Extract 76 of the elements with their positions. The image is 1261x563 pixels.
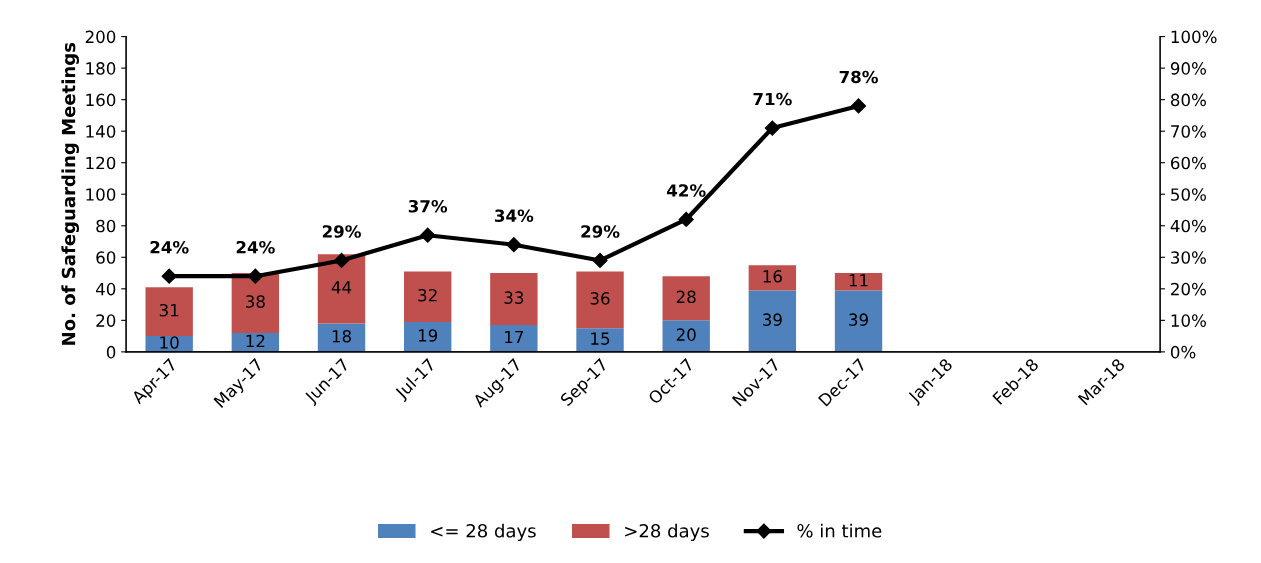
y2-tick-label: 60% <box>1171 156 1206 170</box>
bar <box>834 290 883 352</box>
bar <box>490 273 538 326</box>
data-label: 28 <box>676 290 696 304</box>
legend-label: >28 days <box>625 523 709 542</box>
data-label: 42% <box>667 184 706 197</box>
y2-tick-label: 30% <box>1171 251 1206 264</box>
data-label: 38 <box>246 295 265 308</box>
data-label: 19 <box>418 329 438 342</box>
bar <box>317 323 366 352</box>
y-tick-label: 80 <box>96 219 116 233</box>
data-label: 31 <box>159 303 179 317</box>
y2-tick-label: 100% <box>1171 30 1217 44</box>
bar <box>490 325 538 352</box>
y-axis-title: No. of Safeguarding Meetings <box>61 42 80 345</box>
bar <box>403 271 452 322</box>
data-label: 34% <box>495 209 534 223</box>
point <box>247 268 263 284</box>
point <box>333 252 350 269</box>
data-label: 44 <box>331 281 352 294</box>
y2-tick-label: 10% <box>1171 314 1206 327</box>
bar <box>662 276 710 321</box>
point <box>850 98 867 114</box>
bar <box>834 273 883 291</box>
y-tick-label: 100 <box>86 188 116 201</box>
y2-tick-label: 20% <box>1171 282 1206 296</box>
y2-tick-label: 50% <box>1171 188 1206 201</box>
data-label: 37% <box>408 199 448 213</box>
bar <box>145 287 193 337</box>
bar <box>748 290 797 352</box>
data-label: 24% <box>150 240 189 254</box>
data-label: 32 <box>418 288 437 302</box>
data-label: 10 <box>160 336 179 349</box>
y-tick-label: 200 <box>85 30 116 44</box>
bar <box>403 321 452 352</box>
bar <box>748 265 797 291</box>
data-label: 71% <box>753 92 792 106</box>
y-tick-label: 0 <box>106 345 116 359</box>
y2-tick-label: 70% <box>1171 125 1206 138</box>
bar <box>662 320 710 352</box>
legend-label: <= 28 days <box>431 523 536 542</box>
data-label: 39 <box>763 313 782 326</box>
y2-tick-label: 40% <box>1170 219 1206 233</box>
point <box>506 237 522 253</box>
data-label: 39 <box>849 313 868 326</box>
data-label: 24% <box>236 240 275 254</box>
y-tick-label: 140 <box>86 125 116 138</box>
data-label: 33 <box>504 291 524 304</box>
point <box>592 252 608 269</box>
data-label: 78% <box>839 70 878 84</box>
y-tick-label: 20 <box>96 314 116 327</box>
y-tick-label: 180 <box>86 62 116 75</box>
bar <box>576 271 624 329</box>
point <box>764 120 780 136</box>
data-label: 17 <box>505 330 524 344</box>
y2-tick-label: 90% <box>1170 62 1206 75</box>
y-tick-label: 60 <box>96 251 116 264</box>
data-label: 18 <box>332 329 351 343</box>
y2-tick-label: 80% <box>1170 93 1206 107</box>
data-label: 20 <box>676 328 696 341</box>
data-label: 16 <box>763 270 782 283</box>
bar <box>576 328 624 352</box>
data-label: 29% <box>322 225 361 238</box>
point <box>678 211 694 228</box>
y-tick-label: 40 <box>95 282 116 296</box>
y-tick-label: 160 <box>86 93 116 107</box>
data-label: 36 <box>590 292 610 305</box>
y-tick-label: 120 <box>86 156 116 170</box>
point <box>420 227 436 243</box>
data-label: 11 <box>849 274 868 287</box>
data-label: 29% <box>581 225 620 238</box>
data-label: 12 <box>246 334 265 348</box>
data-label: 15 <box>591 332 610 345</box>
legend-label: % in time <box>797 523 882 538</box>
y2-tick-label: 0% <box>1170 345 1196 359</box>
point <box>161 268 177 284</box>
